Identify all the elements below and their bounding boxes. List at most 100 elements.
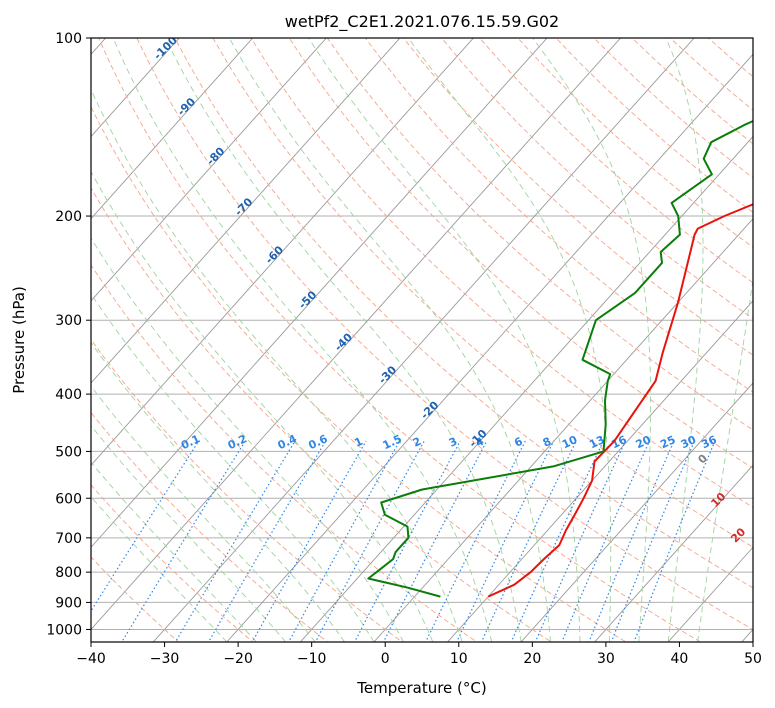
isotherm-layer [91,38,753,642]
moist-adiabat-line [665,38,704,642]
isotherm-line [91,38,254,220]
x-tick-label: 40 [671,651,689,667]
mixing-ratio-label: 0.2 [226,432,249,452]
dry-adiabat-line [91,484,254,642]
isotherm-line [152,38,695,642]
mixing-ratio-label: 13 [587,433,606,451]
y-tick-label: 200 [55,209,82,225]
mixing-ratio-line [354,440,461,642]
mixing-ratio-line [480,440,577,642]
x-tick-label: −10 [297,651,327,667]
moist-adiabat-line [308,38,581,642]
mixing-ratio-line [588,440,675,642]
mixing-ratio-line [510,440,605,642]
dry-adiabat-label: 10 [708,490,728,510]
x-axis-label: Temperature (°C) [356,679,486,697]
isotherm-line [299,135,753,642]
isotherm-line [446,300,753,642]
mixing-ratio-label: 30 [679,433,699,451]
y-tick-label: 400 [55,387,82,403]
moist-adiabat-line [532,38,652,642]
isotherm-line [373,217,753,642]
mixing-ratio-label: 3 [447,435,459,450]
moist-adiabat-line [697,276,753,642]
moist-adiabat-line [91,424,287,642]
isotherm-line [594,464,753,642]
dry-adiabat-line [364,38,753,393]
dry-adiabat-line [707,38,753,78]
mixing-ratio-line [91,440,200,613]
isotherm-line [91,38,622,631]
mixing-ratio-line [425,440,526,642]
dry-adiabat-line [91,411,329,642]
x-tick-label: 10 [450,651,468,667]
dry-adiabat-line [555,38,753,213]
moist-adiabat-line [91,496,228,642]
isotherm-label: -60 [263,243,286,266]
y-tick-label: 600 [55,491,82,507]
isotherm-line [520,382,753,642]
y-tick-label: 700 [55,531,82,547]
mixing-ratio-label: 1.5 [381,432,404,452]
mixing-ratio-line [174,440,296,642]
x-axis: −40 −30 −20 −10 0 10 20 30 40 50 [76,642,762,667]
dry-adiabat-line [402,38,753,356]
moist-adiabat-line [91,88,463,642]
plot-frame [90,37,754,643]
dry-adiabat-label: 0 [695,451,710,466]
moist-adiabat-layer [91,38,753,642]
moist-adiabat-line [91,237,404,642]
temperature-profile [487,203,753,598]
isotherm-line [91,38,475,466]
y-axis-label: Pressure (hPa) [10,286,28,394]
isotherm-line [91,38,327,302]
mixing-ratio-line [534,440,627,642]
dry-adiabat-line [174,38,753,589]
mixing-ratio-label: 16 [609,433,629,451]
dewpoint-profile [367,119,753,598]
y-tick-label: 500 [55,444,82,460]
dry-adiabat-line [250,38,753,508]
isotherm-label: -90 [175,95,198,118]
mixing-ratio-line [251,440,367,642]
dry-adiabat-line [98,38,702,642]
mixing-ratio-label: 6 [512,435,525,450]
y-tick-label: 1000 [46,622,82,638]
isotherm-label: -40 [332,330,355,353]
mixing-ratio-label: 10 [560,433,580,451]
x-tick-label: −20 [223,651,253,667]
dry-adiabat-line [91,338,403,642]
x-tick-label: −30 [150,651,180,667]
mixing-ratio-label: 36 [699,433,719,451]
x-tick-label: 20 [523,651,541,667]
moist-adiabat-line [228,38,551,642]
isotherm-line [91,38,548,548]
moist-adiabat-line [91,461,257,642]
mixing-ratio-line [207,440,327,642]
mixing-ratio-label: 0.1 [179,432,202,452]
moist-adiabat-line [91,293,375,642]
dry-adiabat-label: 20 [728,525,748,545]
isotherm-line [91,38,401,384]
dry-adiabat-line [631,38,753,145]
y-tick-label: 300 [55,313,82,329]
dry-adiabat-line [441,38,753,320]
dry-adiabat-line [91,556,180,642]
isotherm-line [226,53,753,642]
mixing-ratio-line [456,440,555,642]
mixing-ratio-label: 20 [634,433,654,451]
x-tick-label: −40 [76,651,106,667]
moist-adiabat-line [91,170,434,642]
dry-adiabat-line [479,38,753,284]
mixing-ratio-line [121,440,246,642]
grid-layer [91,38,753,630]
mixing-ratio-label: 8 [541,435,553,450]
dry-adiabat-layer [91,38,753,642]
isotherm-label: -20 [418,398,441,421]
y-tick-label: 100 [55,31,82,47]
moist-adiabat-line [91,341,345,642]
dry-adiabat-line [288,38,753,469]
dry-adiabat-line [91,105,627,642]
dry-adiabat-label: 30 [752,556,772,576]
y-tick-label: 900 [55,595,82,611]
